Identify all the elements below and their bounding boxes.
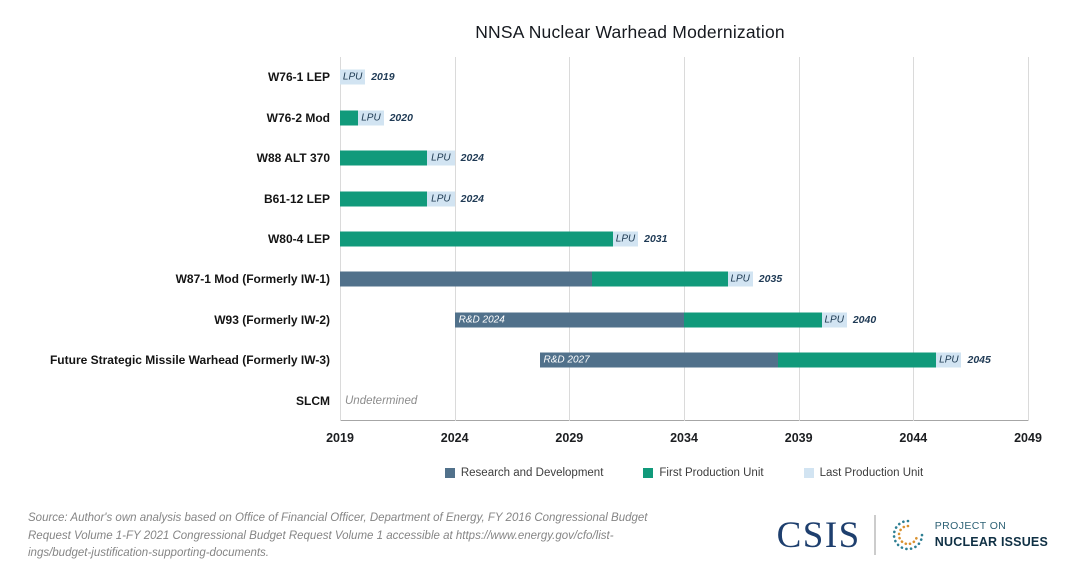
bar-segment-fpu	[684, 312, 822, 328]
bar-segment-fpu	[592, 271, 728, 287]
x-tick-label: 2024	[440, 431, 469, 445]
bar-segment-lpu: LPU	[727, 271, 753, 287]
legend-swatch	[444, 468, 455, 478]
bar-segment-rd: R&D 2027	[539, 352, 779, 368]
legend-label: Research and Development	[460, 467, 604, 479]
bar-segment-fpu	[340, 231, 613, 247]
legend-label: Last Production Unit	[819, 467, 924, 479]
gridline	[798, 57, 800, 421]
legend-item: First Production Unit	[643, 467, 764, 479]
bar-segment-lpu: LPU	[612, 231, 639, 247]
poni-project-on: PROJECT ON	[934, 520, 1007, 533]
gridline	[1028, 57, 1029, 421]
legend: Research and Development First Production…	[340, 467, 1028, 479]
bar-segment-label: LPU	[824, 314, 844, 326]
legend-label: First Production Unit	[659, 467, 764, 479]
bar-segment-label: LPU	[730, 273, 750, 285]
bar-year-label: 2024	[460, 192, 485, 205]
bar-year-label: 2040	[852, 313, 877, 326]
bar-segment-label: R&D 2024	[458, 314, 505, 326]
poni-logo: PROJECT ON NUCLEAR ISSUES	[889, 516, 1048, 554]
source-line: ings/budget-justification-supporting-doc…	[28, 547, 269, 559]
bar-row: LPU 2031	[340, 219, 1028, 259]
bar-segment-label: LPU	[615, 233, 636, 245]
bar-segment-label: R&D 2027	[543, 354, 590, 366]
x-tick-label: 2034	[670, 431, 698, 445]
row-labels: W76-1 LEP W76-2 Mod W88 ALT 370 B61-12 LEP W…	[0, 57, 330, 421]
bar-year-label: 2024	[460, 152, 485, 165]
bar-year-label: 2045	[967, 354, 991, 367]
row-note: Undetermined	[345, 394, 418, 407]
bar-segment-rd	[340, 271, 593, 287]
row-label: W88 ALT 370	[256, 151, 330, 166]
gridline	[913, 57, 915, 421]
poni-swirl-icon	[892, 519, 924, 551]
row-label: Future Strategic Missile Warhead (Former…	[49, 353, 330, 368]
legend-swatch	[643, 468, 654, 478]
plot-area: 2019 2024 2029 2034 2039 2044 2049 LPU 2019 LPU 20…	[326, 57, 1042, 445]
bar-segment-label: LPU	[431, 152, 451, 164]
bar-segment-label: LPU	[361, 112, 381, 124]
chart-title: NNSA Nuclear Warhead Modernization	[475, 22, 785, 42]
poni-nuclear-issues: NUCLEAR ISSUES	[934, 534, 1048, 549]
bar-segment-fpu	[340, 110, 359, 126]
bar-year-label: 2035	[758, 273, 783, 286]
bar-row: LPU 2024	[340, 138, 1028, 178]
bar-row: Undetermined	[340, 381, 1028, 421]
x-tick-label: 2029	[555, 431, 584, 445]
bar-segment-lpu: LPU	[340, 69, 366, 85]
csis-logo: CSIS	[776, 514, 861, 556]
legend-item: Research and Development	[444, 467, 604, 479]
x-tick-label: 2039	[784, 431, 813, 445]
source-line: Source: Author's own analysis based on O…	[28, 512, 648, 524]
bar-segment-lpu: LPU	[358, 110, 384, 126]
bar-segment-lpu: LPU	[427, 150, 455, 166]
bar-segment-lpu: LPU	[427, 191, 455, 207]
poni-wordmark: PROJECT ON NUCLEAR ISSUES	[935, 520, 1048, 550]
bar-segment-fpu	[340, 150, 428, 166]
legend-item: Last Production Unit	[803, 467, 924, 479]
bar-segment-fpu	[340, 191, 428, 207]
row-label: W87-1 Mod (Formerly IW-1)	[175, 272, 330, 287]
bar-year-label: 2020	[389, 111, 413, 124]
x-tick-label: 2044	[899, 431, 928, 445]
bar-segment-label: LPU	[939, 354, 959, 366]
bar-row: LPU 2019	[340, 57, 1028, 97]
bar-segment-fpu	[778, 352, 937, 368]
x-tick-label: 2019	[326, 431, 354, 445]
bar-row: LPU 2035	[340, 259, 1028, 299]
bar-year-label: 2031	[644, 232, 668, 245]
bar-segment-lpu: LPU	[936, 352, 962, 368]
row-label: W76-1 LEP	[267, 70, 330, 85]
row-label: W76-2 Mod	[266, 110, 330, 125]
source-line: Request Volume 1-FY 2021 Congressional B…	[28, 529, 614, 542]
row-label: W80-4 LEP	[267, 231, 330, 246]
branding: CSIS PROJECT ON NUCLEAR ISSUES	[777, 511, 1048, 559]
bar-segment-lpu: LPU	[821, 312, 847, 328]
gridline	[684, 57, 685, 421]
logo-divider	[873, 515, 876, 555]
x-tick-label: 2049	[1014, 431, 1042, 445]
row-label: W93 (Formerly IW-2)	[214, 312, 330, 327]
row-label: SLCM	[296, 393, 330, 408]
bar-year-label: 2019	[371, 71, 395, 84]
source-note: Source: Author's own analysis based on O…	[28, 510, 647, 563]
row-label: B61-12 LEP	[263, 191, 330, 206]
bar-row: R&D 2024 LPU 2040	[340, 300, 1028, 340]
legend-swatch	[803, 468, 814, 478]
bar-segment-label: LPU	[342, 71, 363, 83]
bar-row: LPU 2024	[340, 178, 1028, 218]
bar-segment-label: LPU	[431, 193, 451, 205]
bar-segment-rd: R&D 2024	[454, 312, 684, 328]
bar-row: R&D 2027 LPU 2045	[340, 340, 1028, 380]
bar-row: LPU 2020	[340, 97, 1028, 137]
